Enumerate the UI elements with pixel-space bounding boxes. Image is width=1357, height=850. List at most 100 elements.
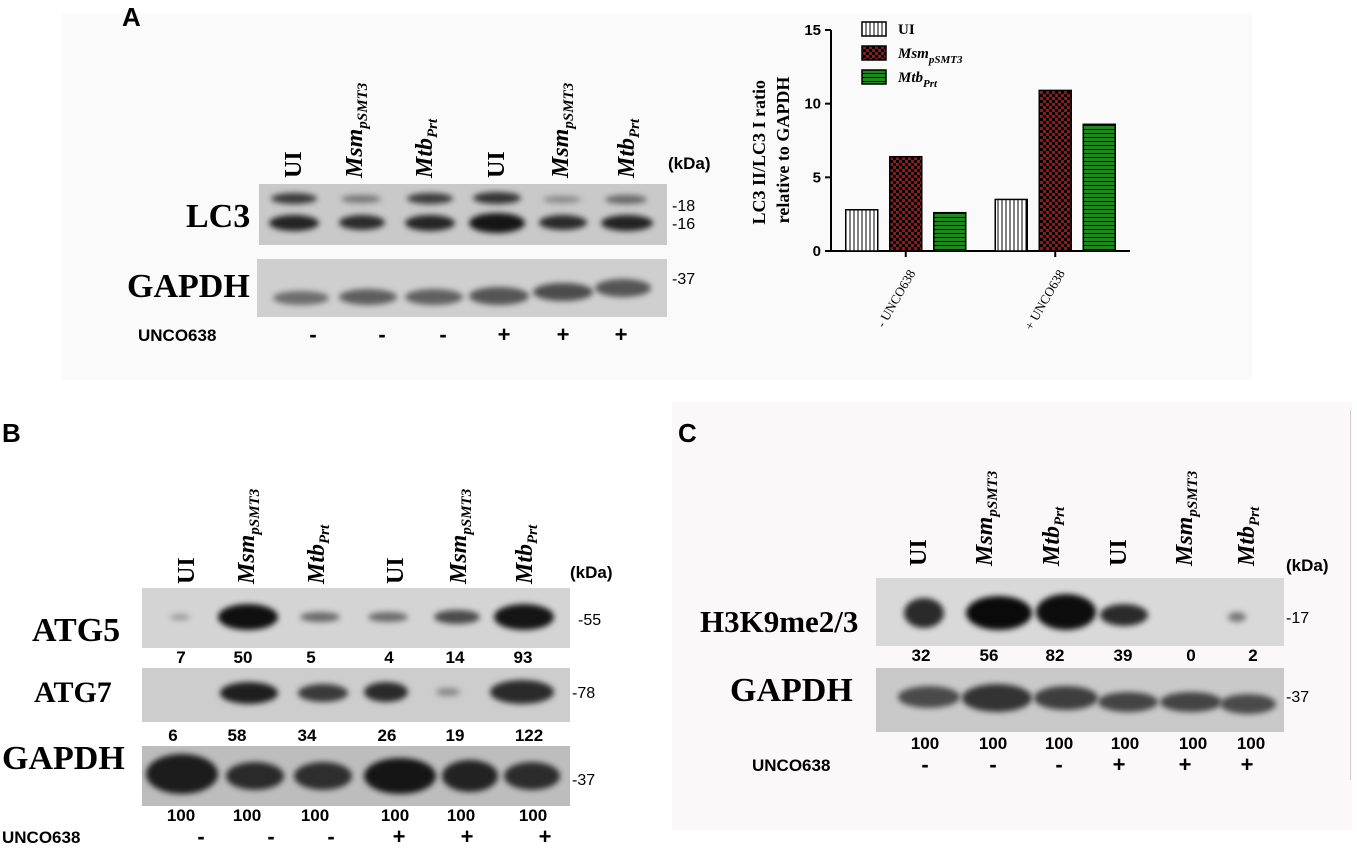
- blot-atg7: [142, 668, 570, 722]
- treatment-sign: +: [556, 322, 570, 347]
- lane-label-msm: MsmpSMT3: [548, 82, 577, 178]
- legend: UI MsmpSMT3 MtbPrt: [861, 21, 963, 90]
- protein-label-atg7: ATG7: [34, 676, 112, 709]
- quant-value: 50: [233, 648, 253, 667]
- bar: [994, 198, 1028, 252]
- lane-label-mtb: MtbPrt: [304, 524, 333, 584]
- lane-label-mtb: MtbPrt: [1039, 506, 1068, 566]
- x-tick-label: - UNCO638: [873, 267, 918, 330]
- treatment-sign: +: [1240, 752, 1254, 777]
- quant-value: 100: [1236, 734, 1266, 753]
- treatment-sign: -: [378, 322, 386, 347]
- treatment-sign: +: [392, 824, 406, 849]
- quant-value: 100: [166, 806, 196, 825]
- blot-atg5: [142, 588, 570, 648]
- bar: [1038, 89, 1072, 252]
- mw-marker: -37: [1286, 689, 1310, 706]
- quant-value: 122: [514, 726, 544, 745]
- treatment-sign: -: [1055, 752, 1063, 777]
- treatment-sign: +: [497, 322, 511, 347]
- lane-label-ui: UI: [174, 557, 200, 584]
- lane-label-msm: MsmpSMT3: [972, 470, 1001, 566]
- panel-a-letter: A: [122, 2, 141, 32]
- protein-label-lc3: LC3: [186, 198, 251, 235]
- legend-label: MtbPrt: [897, 70, 938, 90]
- bar: [933, 211, 967, 252]
- y-tick-label: 0: [813, 243, 821, 260]
- lane-label-ui: UI: [281, 151, 307, 178]
- quant-value: 100: [446, 806, 476, 825]
- bar: [889, 155, 923, 252]
- quant-value: 34: [297, 726, 317, 745]
- lc3-ratio-chart: LC3 II/LC3 I ratio relative to GAPDH 0 5 1…: [749, 21, 1130, 332]
- protein-label-gapdh: GAPDH: [2, 740, 125, 777]
- lane-label-msm: MsmpSMT3: [342, 82, 371, 178]
- quant-value: 100: [300, 806, 330, 825]
- quant-value: 58: [227, 726, 247, 745]
- quant-value: 100: [910, 734, 940, 753]
- legend-swatch: [861, 21, 887, 37]
- kda-label: (kDa): [1286, 556, 1329, 575]
- bars: [845, 89, 1116, 252]
- y-axis-label-line2: relative to GAPDH: [773, 77, 793, 224]
- treatment-label: UNCO638: [2, 828, 81, 847]
- quant-value: 14: [445, 648, 465, 667]
- lane-label-ui: UI: [906, 539, 932, 566]
- mw-marker: -37: [672, 271, 696, 288]
- kda-label: (kDa): [668, 154, 711, 173]
- y-axis: 0 5 10 15: [804, 22, 832, 260]
- quant-value: 0: [1186, 646, 1196, 665]
- treatment-sign: -: [267, 824, 275, 849]
- treatment-sign: -: [439, 322, 447, 347]
- quant-value: 32: [911, 646, 931, 665]
- protein-label-gapdh: GAPDH: [730, 672, 853, 709]
- y-axis-label: LC3 II/LC3 I ratio relative to GAPDH: [749, 75, 793, 224]
- mw-marker: -17: [1286, 610, 1310, 627]
- quant-value: 39: [1113, 646, 1133, 665]
- quant-value: 100: [1110, 734, 1140, 753]
- lane-label-ui: UI: [383, 557, 409, 584]
- lane-label-mtb: MtbPrt: [614, 118, 643, 178]
- treatment-sign: +: [1112, 752, 1126, 777]
- treatment-sign: +: [1178, 752, 1192, 777]
- y-tick-label: 15: [804, 22, 821, 39]
- lane-label-mtb: MtbPrt: [412, 118, 441, 178]
- mw-marker: -78: [572, 685, 596, 702]
- legend-swatch: [861, 69, 887, 85]
- quant-value: 82: [1045, 646, 1065, 665]
- panel-c-divider: [1350, 410, 1351, 780]
- blot-lc3: [259, 184, 667, 245]
- treatment-sign: -: [197, 824, 205, 849]
- protein-label-gapdh: GAPDH: [127, 268, 250, 305]
- blot-gapdh: [257, 259, 667, 317]
- quant-value: 26: [377, 726, 397, 745]
- treatment-sign: -: [309, 322, 317, 347]
- bar: [1082, 123, 1116, 252]
- treatment-sign: +: [614, 322, 628, 347]
- treatment-sign: -: [989, 752, 997, 777]
- x-axis: - UNCO638 + UNCO638: [831, 250, 1130, 332]
- lane-label-ui: UI: [484, 151, 510, 178]
- quant-value: 5: [306, 648, 316, 667]
- mw-marker: -55: [578, 612, 602, 629]
- mw-marker: -16: [672, 216, 696, 233]
- mw-marker: -37: [572, 772, 596, 789]
- lane-label-mtb: MtbPrt: [1234, 506, 1263, 566]
- quant-value: 100: [1044, 734, 1074, 753]
- legend-label: UI: [898, 22, 915, 38]
- lane-label-msm: MsmpSMT3: [446, 488, 475, 584]
- quant-value: 56: [979, 646, 999, 665]
- treatment-sign: -: [327, 824, 335, 849]
- blot-gapdh: [876, 668, 1284, 732]
- y-tick-label: 5: [813, 169, 821, 186]
- blot-gapdh: [142, 746, 570, 806]
- lane-label-msm: MsmpSMT3: [234, 488, 263, 584]
- y-axis-label-line1: LC3 II/LC3 I ratio: [749, 80, 769, 225]
- treatment-sign: +: [538, 824, 552, 849]
- legend-label: MsmpSMT3: [897, 46, 963, 66]
- quant-value: 100: [518, 806, 548, 825]
- quant-value: 100: [1178, 734, 1208, 753]
- legend-swatch: [861, 45, 887, 61]
- quant-value: 6: [168, 726, 178, 745]
- treatment-sign: +: [460, 824, 474, 849]
